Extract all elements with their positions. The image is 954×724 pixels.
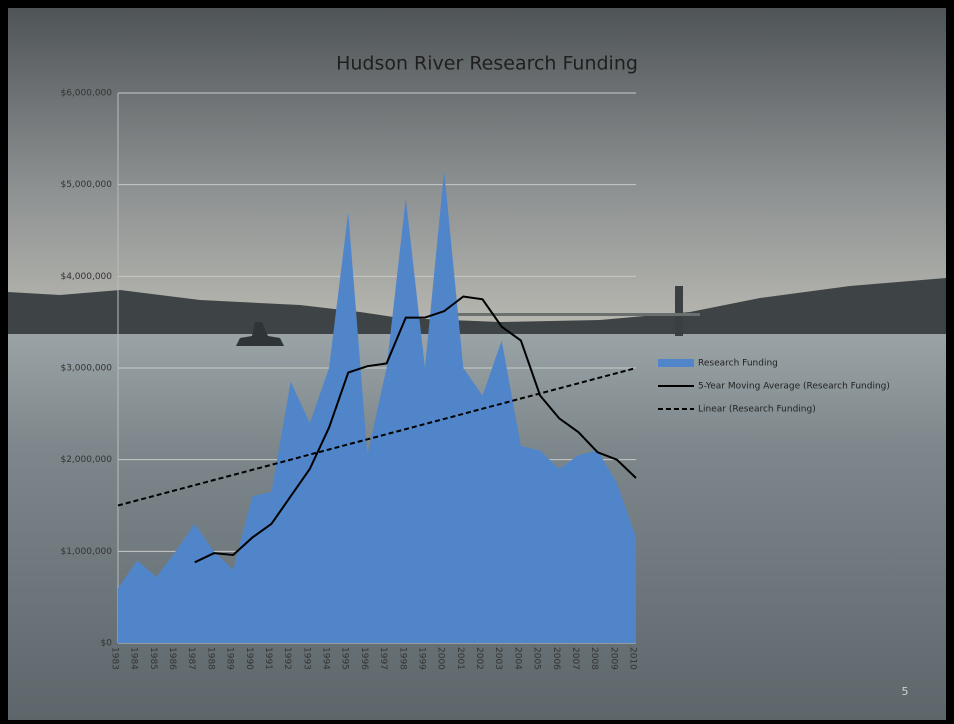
x-tick-label: 1997 (378, 647, 388, 670)
x-tick-label: 1999 (416, 647, 426, 670)
x-tick-label: 2008 (589, 647, 599, 670)
x-tick-label: 2006 (551, 647, 561, 670)
x-tick-label: 1992 (282, 647, 292, 670)
legend-label: Linear (Research Funding) (698, 405, 816, 415)
x-tick-label: 1994 (321, 647, 331, 670)
x-tick-label: 1983 (110, 647, 120, 670)
tower (675, 286, 683, 336)
skyline (8, 278, 946, 340)
legend-label: 5-Year Moving Average (Research Funding) (698, 382, 890, 392)
x-tick-label: 2010 (628, 647, 638, 670)
slide-number: 5 (902, 685, 909, 698)
x-tick-label: 2003 (493, 647, 503, 670)
y-tick-label: $5,000,000 (60, 180, 112, 190)
legend-label: Research Funding (698, 359, 778, 369)
y-tick-label: $6,000,000 (60, 89, 112, 99)
x-tick-label: 1989 (225, 647, 235, 670)
y-tick-label: $3,000,000 (60, 364, 112, 374)
x-tick-label: 2004 (512, 647, 522, 670)
y-tick-label: $4,000,000 (60, 272, 112, 282)
x-tick-label: 1988 (205, 647, 215, 670)
y-tick-label: $2,000,000 (60, 455, 112, 465)
x-tick-label: 2005 (532, 647, 542, 670)
x-tick-label: 1984 (129, 647, 139, 670)
x-tick-label: 1991 (263, 647, 273, 670)
line (194, 295, 637, 564)
bridge (440, 313, 700, 316)
x-tick-label: 1996 (359, 647, 369, 670)
x-tick-label: 2002 (474, 647, 484, 670)
legend-swatch (658, 359, 694, 367)
y-tick-label: $1,000,000 (60, 547, 112, 557)
x-tick-label: 1985 (148, 647, 158, 670)
boat (236, 322, 284, 346)
x-tick-label: 2000 (436, 647, 446, 670)
area (118, 170, 636, 643)
trend-line (117, 367, 637, 507)
x-tick-label: 2001 (455, 647, 465, 670)
x-tick-label: 2009 (608, 647, 618, 670)
x-tick-label: 1986 (167, 647, 177, 670)
x-tick-label: 1995 (340, 647, 350, 670)
plot: $0 $1,000,000 $2,000,000 $3,000,000 $4,000,0… (60, 89, 889, 671)
x-tick-label: 1990 (244, 647, 254, 670)
x-tick-label: 1987 (186, 647, 196, 670)
x-tick-label: 2007 (570, 647, 580, 670)
x-tick-label: 1993 (301, 647, 311, 670)
y-tick-label: $0 (101, 639, 113, 649)
chart-title: Hudson River Research Funding (336, 53, 638, 75)
x-tick-label: 1998 (397, 647, 407, 670)
